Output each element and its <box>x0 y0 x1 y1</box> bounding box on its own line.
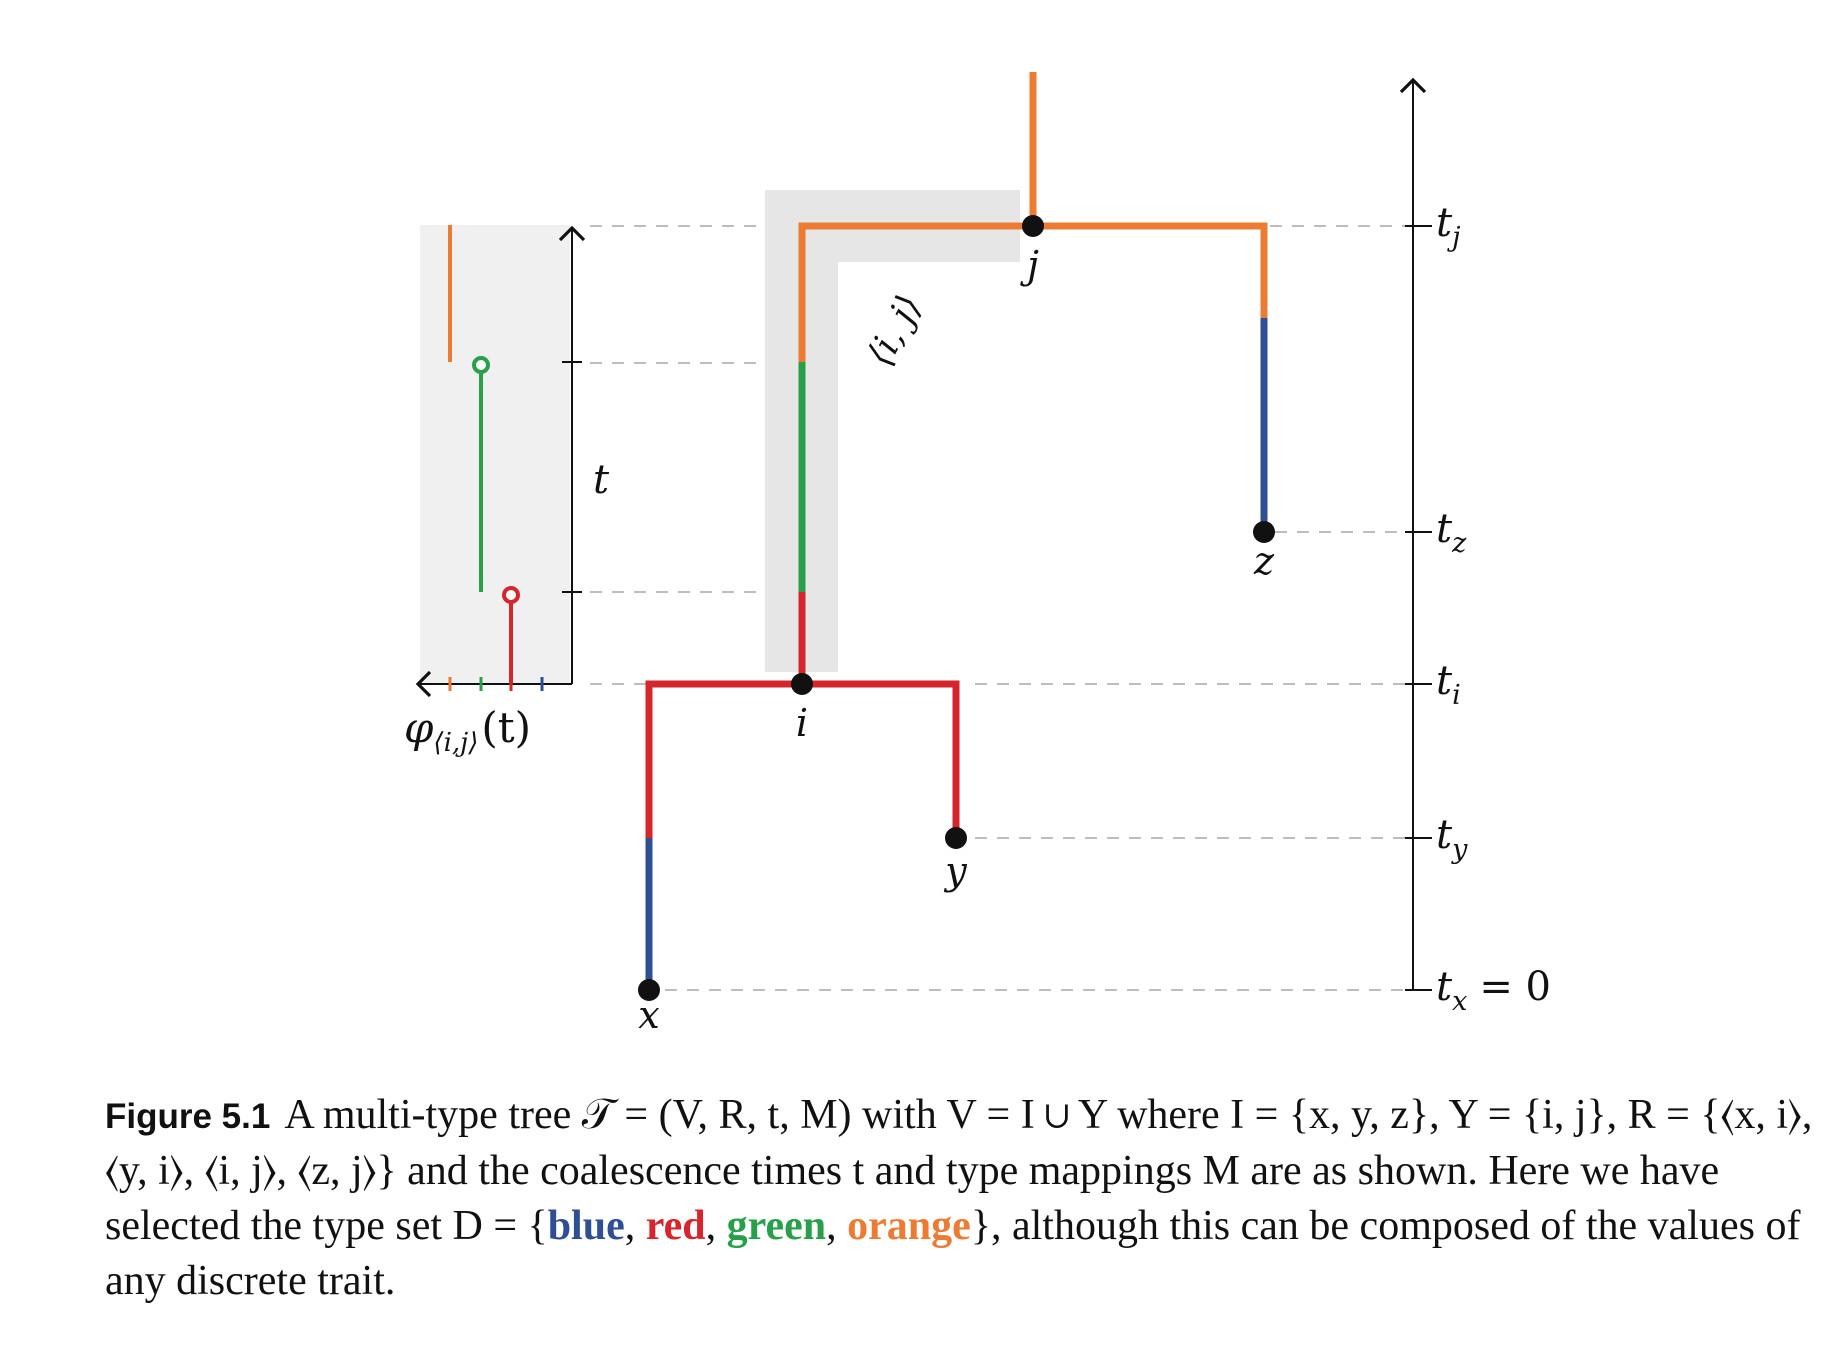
figure-number: Figure 5.1 <box>105 1097 271 1136</box>
dashed-guides <box>590 225 1405 991</box>
node-y <box>945 827 967 849</box>
tree-branches <box>645 72 1268 990</box>
node-label-y: y <box>943 849 967 893</box>
node-z <box>1253 521 1275 543</box>
branch-z-j-orange <box>1033 222 1268 318</box>
node-i <box>791 673 813 695</box>
edge-label-i-j: ⟨i, j⟩ <box>859 288 930 372</box>
node-label-j: j <box>1020 243 1039 287</box>
axis-label-ti: ti <box>1436 658 1461 711</box>
figure-caption: Figure 5.1 A multi-type tree 𝒯 = (V, R, t… <box>105 1088 1815 1309</box>
caption-blue-word: blue <box>547 1203 625 1249</box>
node-j <box>1022 215 1044 237</box>
node-label-x: x <box>638 993 659 1037</box>
node-label-i: i <box>796 701 808 745</box>
branch-i-j-orange <box>798 222 1033 362</box>
tree-nodes <box>638 215 1275 1001</box>
caption-text-part-2: }, although this can be composed of the … <box>105 1203 1801 1304</box>
branch-y-i-red <box>802 680 960 838</box>
type-panel-marks <box>448 225 544 691</box>
caption-green-word: green <box>726 1203 827 1249</box>
branch-x-i-red <box>645 680 802 838</box>
panel-red-open-point <box>502 586 520 604</box>
time-axis <box>1399 77 1432 991</box>
axis-label-tx: tx = 0 <box>1436 964 1551 1017</box>
caption-orange-word: orange <box>847 1203 971 1249</box>
panel-t-label: t <box>593 457 610 503</box>
caption-red-word: red <box>645 1203 706 1249</box>
caption-comma-1: , <box>624 1203 646 1249</box>
panel-green-open-point <box>472 356 490 374</box>
edge-highlight <box>765 190 1020 672</box>
axis-label-tz: tz <box>1436 506 1467 559</box>
caption-comma-3: , <box>826 1203 848 1249</box>
axis-label-ty: ty <box>1436 812 1468 865</box>
caption-text-part-1: A multi-type tree 𝒯 = (V, R, t, M) with … <box>105 1092 1813 1249</box>
node-label-z: z <box>1253 539 1275 583</box>
axis-label-tj: tj <box>1436 200 1460 253</box>
type-panel-axes <box>415 225 586 698</box>
type-panel-background <box>420 225 570 685</box>
panel-phi-label: φ⟨i,j⟩(t) <box>404 703 531 758</box>
node-x <box>638 979 660 1001</box>
caption-comma-2: , <box>705 1203 727 1249</box>
